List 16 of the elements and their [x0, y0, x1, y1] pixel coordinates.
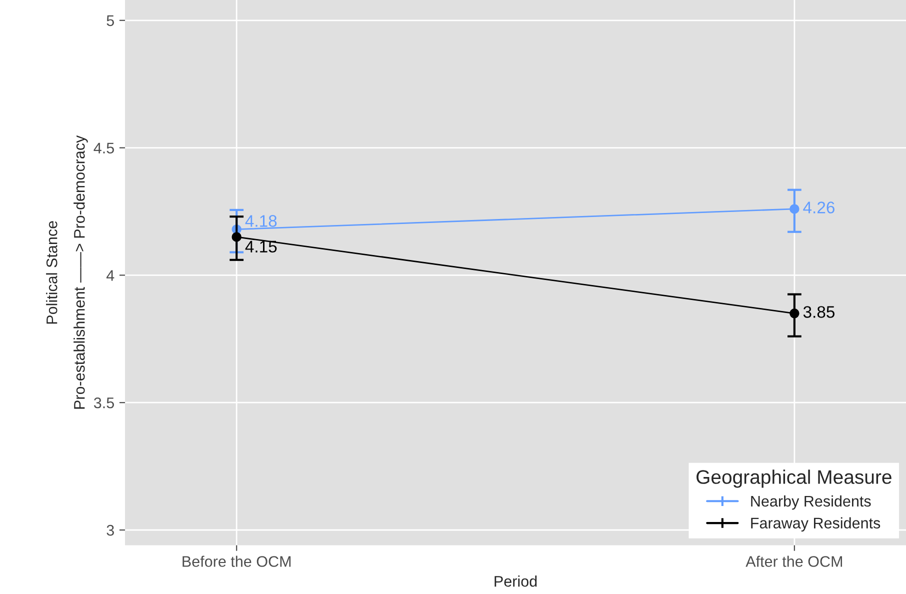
- legend-label: Faraway Residents: [751, 517, 880, 532]
- y-tick-label: 4: [106, 270, 114, 281]
- x-tick-label: After the OCM: [746, 556, 842, 567]
- legend-label: Nearby Residents: [751, 495, 871, 510]
- legend-title: Geographical Measure: [696, 470, 892, 488]
- data-label: 3.85: [803, 306, 835, 318]
- x-axis-title: Period: [494, 576, 537, 587]
- data-label: 4.26: [803, 202, 834, 214]
- data-label: 4.18: [245, 215, 277, 227]
- x-tick-label: Before the OCM: [182, 556, 291, 567]
- y-tick-label: 5: [106, 15, 114, 26]
- data-label: 4.15: [245, 240, 277, 253]
- y-tick-label: 3: [106, 524, 114, 536]
- y-tick-label: 4.5: [94, 142, 114, 154]
- y-axis-title: Political Stance Pro-establishment ——> Pro-democracy: [46, 135, 88, 409]
- y-tick-label: 3.5: [94, 397, 114, 408]
